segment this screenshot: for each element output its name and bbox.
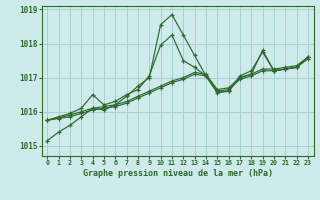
X-axis label: Graphe pression niveau de la mer (hPa): Graphe pression niveau de la mer (hPa) [83,169,273,178]
